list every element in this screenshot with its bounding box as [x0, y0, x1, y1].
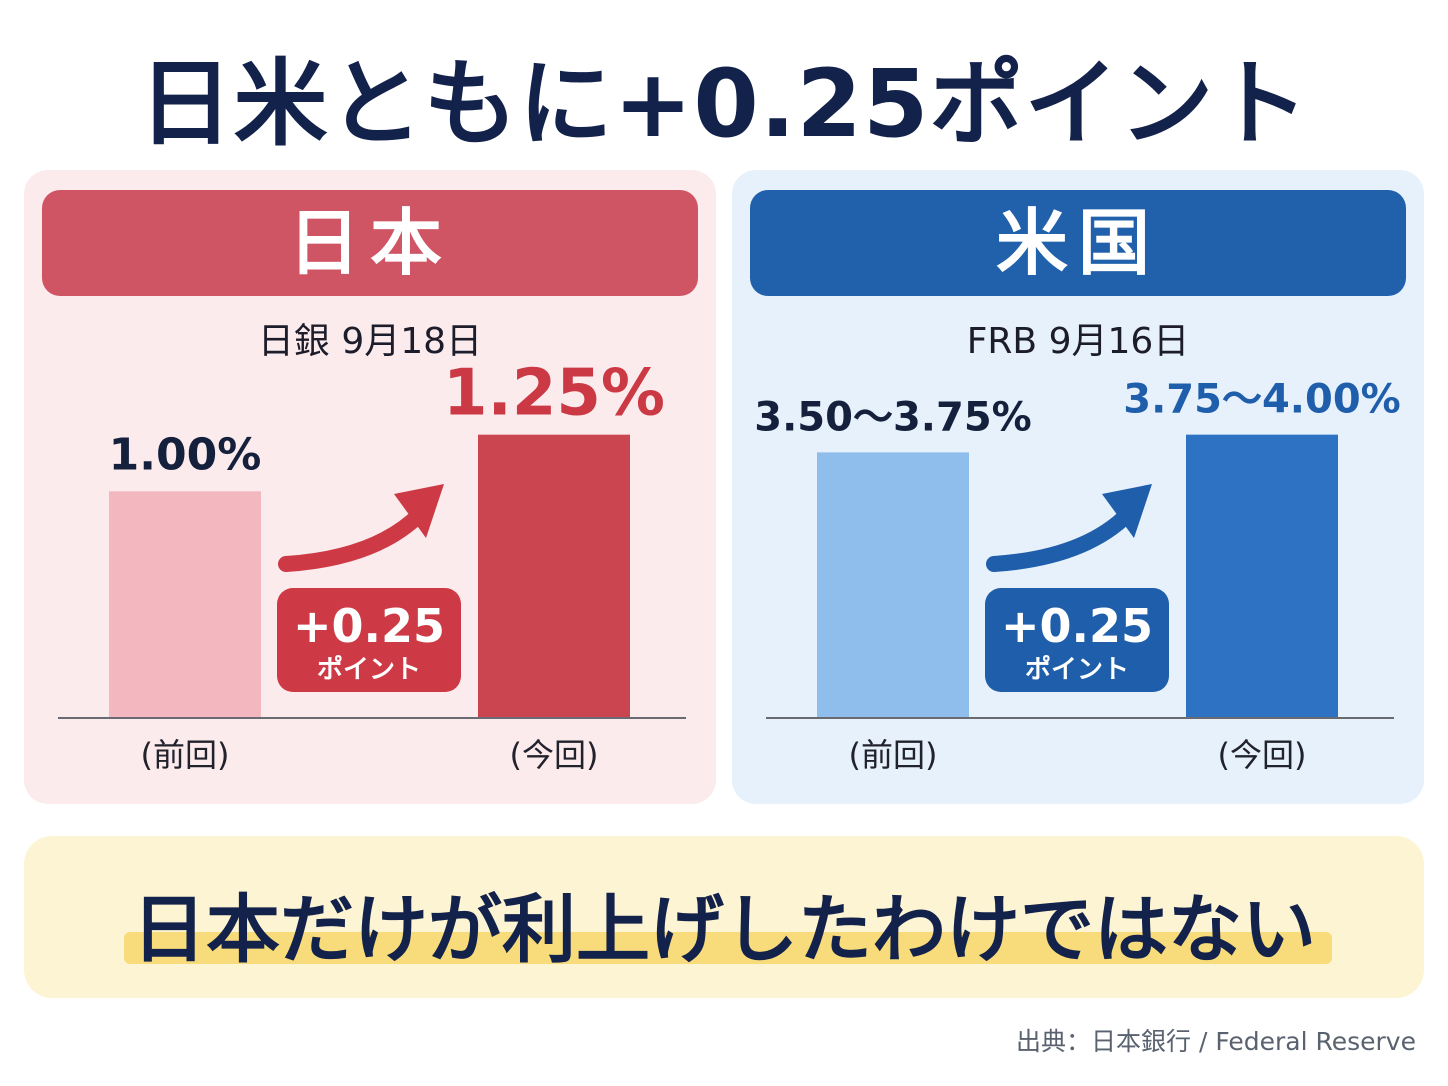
japan-bar-current [478, 434, 630, 718]
japan-change-unit: ポイント [317, 654, 421, 685]
summary-banner: 日本だけが利上げしたわけではない [24, 836, 1424, 998]
us-change-badge [985, 588, 1169, 692]
japan-panel-header: 日本 [42, 190, 698, 296]
japan-change-badge [277, 588, 461, 692]
us-bar-current [1186, 434, 1338, 718]
page-title: 日米ともに+0.25ポイント [138, 50, 1310, 159]
japan-category-label-current: (今回) [510, 736, 599, 774]
us-date-label: FRB 9月16日 [966, 321, 1190, 362]
japan-category-label-previous: (前回) [141, 736, 230, 774]
summary-highlight [124, 932, 1332, 964]
japan-increase-arrow [278, 484, 444, 572]
summary-text: 日本だけが利上げしたわけではない [132, 887, 1316, 973]
us-change-unit: ポイント [1025, 654, 1129, 685]
us-increase-arrow [986, 484, 1152, 572]
japan-bar-previous [109, 491, 261, 718]
us-bar-previous [817, 452, 969, 718]
japan-panel: 日本 日銀 9月18日 1.00% 1.25% (前回) (今回) +0.25 ポイント [24, 170, 716, 804]
us-panel: 米国 FRB 9月16日 3.50〜3.75% 3.75〜4.00% (前回) (今回… [732, 170, 1424, 804]
japan-value-label-previous: 1.00% [109, 429, 262, 480]
japan-change-value: +0.25 [293, 599, 445, 653]
us-rate-chart: 3.50〜3.75% 3.75〜4.00% (前回) (今回) +0.25ポイント [754, 377, 1400, 774]
source-note: 出典：日本銀行 / Federal Reserve [1016, 1027, 1416, 1056]
us-value-label-current: 3.75〜4.00% [1123, 377, 1400, 423]
us-category-label-previous: (前回) [849, 736, 938, 774]
japan-rate-chart: 1.00% 1.25% (前回) (今回) +0.25ポイント [58, 357, 686, 774]
japan-date-label: 日銀 9月18日 [257, 321, 483, 362]
us-panel-header: 米国 [750, 190, 1406, 296]
japan-value-label-current: 1.25% [443, 357, 665, 431]
us-value-label-previous: 3.50〜3.75% [754, 394, 1031, 440]
us-category-label-current: (今回) [1218, 736, 1307, 774]
us-change-value: +0.25 [1001, 599, 1153, 653]
